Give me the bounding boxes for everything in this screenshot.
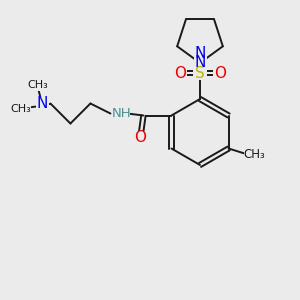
Bar (112, 106, 130, 121)
Bar (194, 46, 206, 59)
Bar (173, 67, 187, 80)
Text: NH: NH (112, 107, 131, 120)
Text: O: O (174, 65, 186, 80)
Bar (134, 131, 147, 144)
Text: O: O (134, 130, 146, 145)
Text: N: N (194, 46, 206, 61)
Text: CH₃: CH₃ (244, 148, 266, 161)
Bar (26, 80, 48, 91)
Text: N: N (37, 96, 48, 111)
Bar (193, 67, 207, 80)
Bar (194, 56, 206, 69)
Text: N: N (194, 56, 206, 70)
Text: O: O (214, 65, 226, 80)
Text: CH₃: CH₃ (27, 80, 48, 91)
Text: S: S (195, 65, 205, 80)
Bar (244, 148, 266, 161)
Text: CH₃: CH₃ (10, 103, 31, 113)
Bar (9, 103, 32, 114)
Bar (213, 67, 227, 80)
Bar (36, 97, 49, 110)
